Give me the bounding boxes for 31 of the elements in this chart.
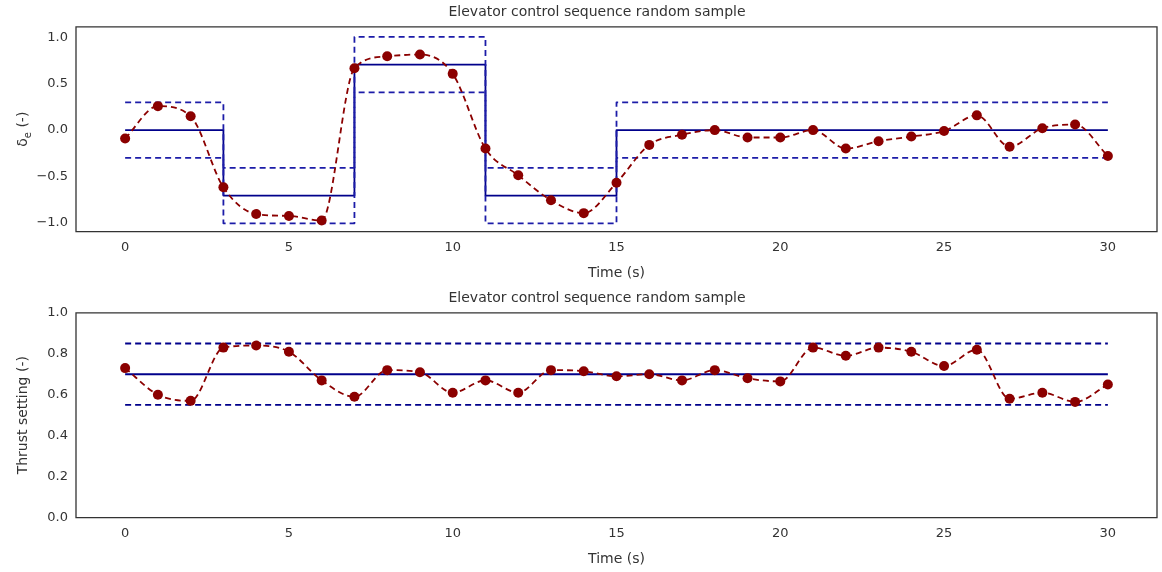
x-tick-label: 25	[935, 238, 953, 254]
y-tick-label: 1.0	[47, 29, 68, 45]
y-tick-label: 0.2	[47, 468, 68, 484]
y-tick-label: −0.5	[36, 167, 68, 183]
y-tick-label: 0.6	[47, 386, 68, 402]
y-axis-title: Thrust setting (-)	[14, 356, 30, 476]
y-tick-label: 0.5	[47, 75, 68, 91]
x-tick-label: 30	[1099, 524, 1117, 540]
x-tick-label: 30	[1099, 238, 1117, 254]
x-tick-label: 15	[608, 524, 625, 540]
y-tick-label: −1.0	[36, 213, 68, 229]
y-tick-label: 0.4	[47, 427, 68, 443]
x-axis-title: Time (s)	[587, 264, 645, 281]
x-axis-title: Time (s)	[587, 550, 645, 567]
y-tick-label: 0.0	[47, 508, 68, 524]
x-tick-label: 20	[772, 238, 789, 254]
y-tick-label: 1.0	[47, 304, 68, 320]
chart-title: Elevator control sequence random sample	[448, 3, 746, 20]
y-axis-title: δe (-)	[14, 111, 33, 147]
x-tick-label: 20	[772, 524, 789, 540]
x-tick-label: 15	[608, 238, 625, 254]
y-tick-label: 0.8	[47, 345, 68, 361]
chart-title: Elevator control sequence random sample	[448, 289, 746, 306]
x-tick-label: 10	[444, 524, 461, 540]
x-tick-label: 25	[935, 524, 953, 540]
x-tick-label: 0	[121, 524, 130, 540]
y-tick-label: 0.0	[47, 121, 68, 137]
x-tick-label: 10	[444, 238, 461, 254]
x-tick-label: 5	[284, 524, 294, 540]
x-tick-label: 5	[284, 238, 294, 254]
x-tick-label: 0	[121, 238, 130, 254]
